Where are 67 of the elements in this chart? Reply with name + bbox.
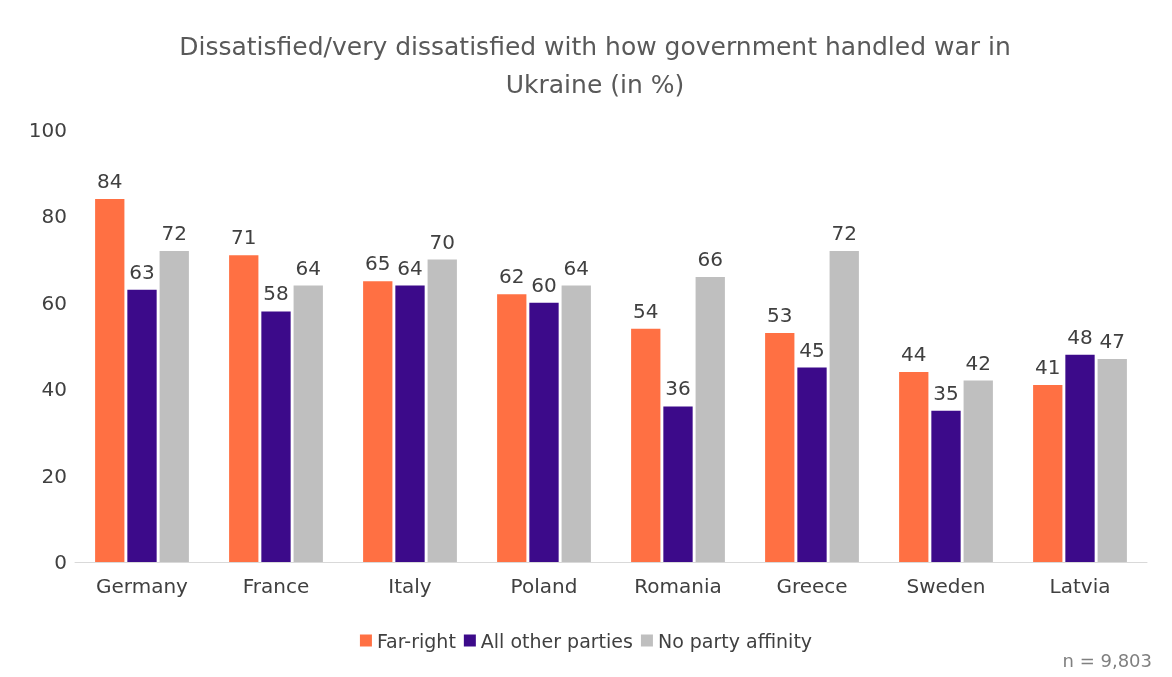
x-tick-label: Romania	[634, 574, 722, 598]
bar	[1097, 358, 1127, 562]
legend-label: Far-right	[376, 629, 456, 652]
data-label: 45	[799, 337, 825, 362]
y-tick-label: 100	[28, 118, 67, 142]
bar	[829, 250, 859, 562]
data-label: 72	[161, 220, 187, 245]
bar	[497, 294, 527, 562]
bar	[931, 410, 961, 562]
bar	[899, 371, 929, 562]
x-tick-label: Greece	[776, 574, 848, 598]
data-label: 72	[831, 220, 857, 245]
bar	[95, 199, 125, 562]
bar	[159, 250, 189, 562]
y-tick-label: 20	[41, 463, 67, 488]
data-label: 48	[1067, 324, 1093, 349]
data-label: 47	[1099, 328, 1125, 353]
data-label: 41	[1035, 354, 1061, 379]
x-tick-label: Germany	[96, 574, 189, 598]
x-tick-label: Latvia	[1049, 574, 1111, 598]
legend-label: All other parties	[480, 629, 633, 652]
bar	[1065, 354, 1095, 562]
x-tick-label: France	[242, 574, 310, 598]
data-label: 71	[231, 225, 257, 250]
bar	[765, 333, 795, 562]
data-label: 62	[499, 264, 525, 289]
bar	[529, 302, 559, 562]
bar	[363, 281, 393, 562]
bar	[395, 285, 425, 562]
legend-label: No party affinity	[657, 629, 813, 652]
data-label: 64	[295, 255, 321, 280]
bar	[695, 276, 725, 562]
data-label: 65	[365, 251, 391, 276]
bar	[427, 259, 457, 562]
bar	[127, 289, 157, 562]
bar	[797, 367, 827, 562]
data-label: 44	[901, 341, 927, 366]
data-label: 84	[97, 169, 123, 194]
bar	[261, 311, 291, 562]
bar	[561, 285, 591, 562]
y-tick-label: 80	[41, 204, 67, 229]
x-tick-label: Italy	[388, 574, 432, 598]
bar	[293, 285, 323, 562]
x-tick-label: Poland	[510, 574, 578, 598]
data-label: 36	[665, 376, 691, 401]
y-tick-label: 60	[41, 290, 67, 315]
data-label: 53	[767, 303, 793, 328]
y-tick-label: 0	[54, 550, 67, 574]
data-label: 60	[531, 272, 557, 297]
bar	[229, 255, 259, 562]
data-label: 64	[563, 255, 589, 280]
data-label: 70	[429, 229, 455, 254]
bar	[963, 380, 993, 562]
y-tick-label: 40	[41, 377, 67, 402]
data-label: 63	[129, 259, 155, 284]
data-label: 35	[933, 380, 959, 405]
bar	[663, 406, 693, 562]
text: n = 9,803	[1062, 649, 1152, 671]
x-tick-label: Sweden	[906, 574, 986, 598]
data-label: 54	[633, 298, 659, 323]
data-label: 64	[397, 255, 423, 280]
data-label: 42	[965, 350, 991, 375]
bar	[1033, 384, 1063, 562]
data-label: 58	[263, 281, 289, 306]
bar	[631, 328, 661, 562]
data-label: 66	[697, 246, 723, 271]
chart-title: Dissatisfied/very dissatisfied with how government handled war in Ukraine (in %)	[179, 31, 1011, 99]
